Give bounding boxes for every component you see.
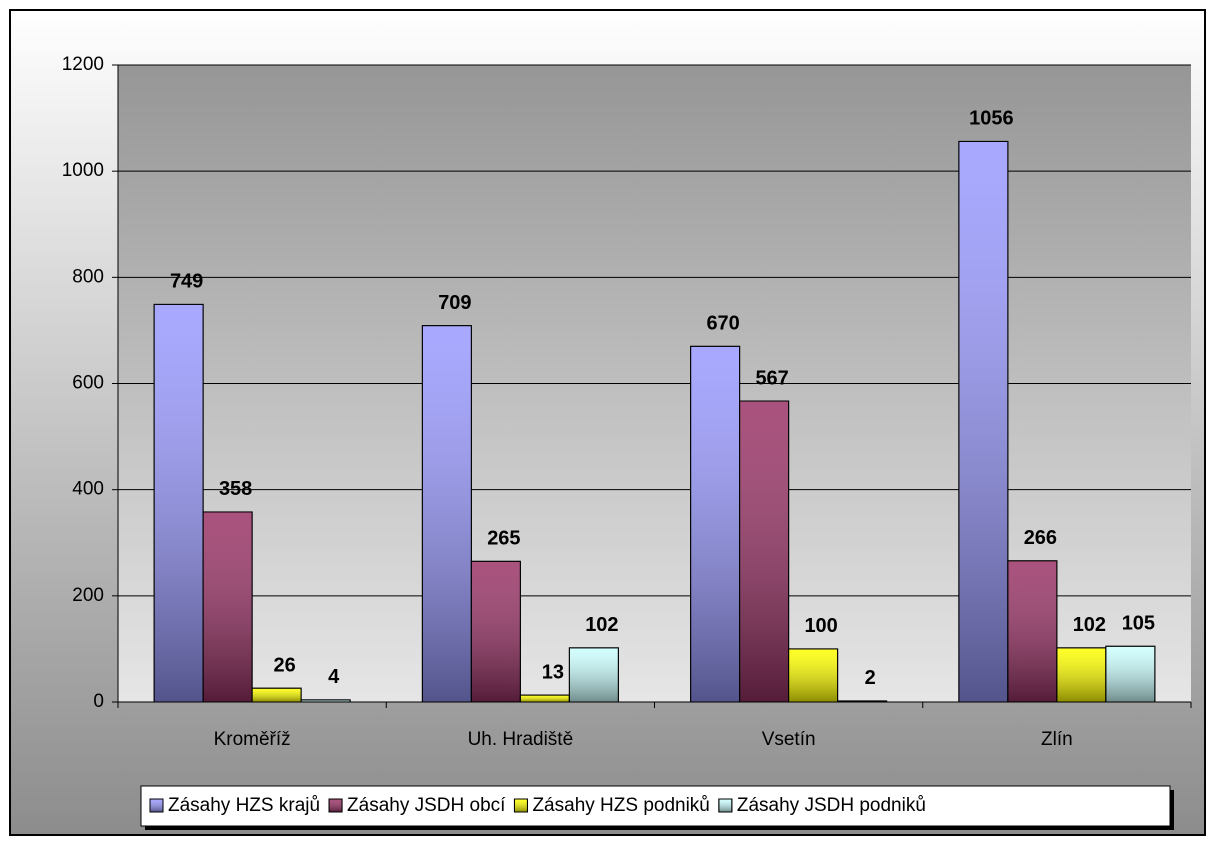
- bar-shade: [788, 648, 839, 703]
- legend-swatch-shade: [718, 798, 733, 813]
- bar-shade: [1105, 645, 1156, 703]
- data-label: 358: [219, 478, 252, 500]
- bar-shade: [690, 345, 741, 703]
- bar-shade: [421, 325, 472, 703]
- data-label: 2: [865, 667, 876, 689]
- legend-label: Zásahy HZS podniků: [532, 795, 709, 816]
- bar-shade: [958, 140, 1009, 703]
- data-label: 709: [438, 292, 471, 314]
- data-label: 100: [804, 615, 837, 637]
- bar-shade: [1007, 560, 1058, 703]
- legend: [140, 785, 1171, 827]
- y-tick-label: 400: [72, 479, 104, 500]
- bar-shade: [153, 303, 204, 703]
- y-tick-label: 200: [72, 585, 104, 606]
- x-tick-label: Vsetín: [762, 729, 816, 750]
- bar-shade: [739, 400, 790, 703]
- data-label: 13: [542, 661, 564, 683]
- legend-label: Zásahy HZS krajů: [168, 795, 320, 816]
- y-tick-label: 800: [72, 266, 104, 287]
- legend-swatch-shade: [149, 798, 164, 813]
- x-tick-label: Zlín: [1041, 729, 1073, 750]
- bar-shade: [251, 687, 302, 703]
- data-label: 670: [706, 313, 739, 335]
- data-label: 1056: [969, 108, 1014, 130]
- data-label: 26: [274, 654, 296, 676]
- x-tick-label: Kroměříž: [214, 729, 291, 750]
- legend-label: Zásahy JSDH obcí: [347, 795, 506, 816]
- y-tick-label: 600: [72, 373, 104, 394]
- legend-label: Zásahy JSDH podniků: [737, 795, 926, 816]
- legend-swatch-shade: [328, 798, 343, 813]
- data-label: 102: [1073, 614, 1106, 636]
- data-label: 265: [487, 528, 520, 550]
- data-label: 567: [755, 367, 788, 389]
- bar-shade: [568, 647, 619, 703]
- data-label: 749: [170, 271, 203, 293]
- data-label: 102: [585, 614, 618, 636]
- data-label: 266: [1024, 527, 1057, 549]
- y-tick-label: 0: [93, 691, 104, 712]
- bar-shade: [470, 560, 521, 703]
- bar-shade: [1056, 647, 1107, 703]
- bar-shade: [202, 511, 253, 703]
- bar-shade: [519, 694, 570, 703]
- y-tick-label: 1000: [62, 160, 104, 181]
- legend-swatch-shade: [513, 798, 528, 813]
- data-label: 4: [328, 666, 340, 688]
- y-tick-label: 1200: [62, 54, 104, 75]
- data-label: 105: [1122, 613, 1155, 635]
- x-tick-label: Uh. Hradiště: [468, 729, 574, 750]
